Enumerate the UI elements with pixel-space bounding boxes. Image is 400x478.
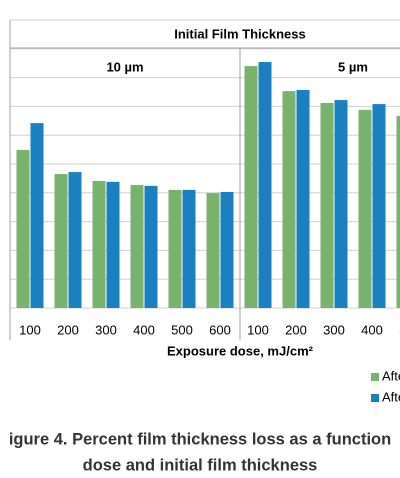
bar: [372, 104, 386, 308]
x-tick-label: 100: [247, 322, 269, 337]
legend-label: After: [382, 389, 400, 404]
caption-line: dose and initial film thickness: [83, 456, 318, 474]
bar: [16, 149, 30, 308]
group-label: 10 µm: [106, 59, 143, 74]
x-tick-label: 500: [171, 322, 193, 337]
bar: [130, 185, 144, 308]
bar: [92, 180, 106, 308]
bar: [206, 193, 220, 308]
bar: [244, 66, 258, 308]
bar: [30, 123, 44, 308]
bar: [68, 172, 82, 308]
bar: [396, 115, 400, 309]
bar: [106, 181, 120, 308]
x-tick-label: 200: [57, 322, 79, 337]
x-tick-label: 400: [133, 322, 155, 337]
x-tick-label: 400: [361, 322, 383, 337]
bar: [282, 91, 296, 308]
header: Initial Film Thickness: [174, 26, 305, 41]
legend-swatch: [371, 394, 379, 402]
x-tick-label: 100: [19, 322, 41, 337]
x-tick-label: 600: [209, 322, 231, 337]
bar: [258, 62, 272, 308]
bar: [296, 89, 310, 308]
x-axis-title: Exposure dose, mJ/cm²: [167, 343, 314, 358]
bar: [144, 185, 158, 308]
bar: [168, 189, 182, 308]
bar: [320, 102, 334, 308]
bar: [182, 189, 196, 308]
x-tick-label: 300: [95, 322, 117, 337]
bar: [220, 191, 234, 308]
legend-swatch: [371, 373, 379, 381]
x-tick-label: 200: [285, 322, 307, 337]
x-tick-label: 300: [323, 322, 345, 337]
bar: [54, 174, 68, 308]
bar: [358, 109, 372, 308]
bar: [334, 100, 348, 309]
caption-line: igure 4. Percent film thickness loss as …: [9, 430, 391, 448]
legend-label: After: [382, 368, 400, 383]
group-label: 5 µm: [338, 59, 368, 74]
